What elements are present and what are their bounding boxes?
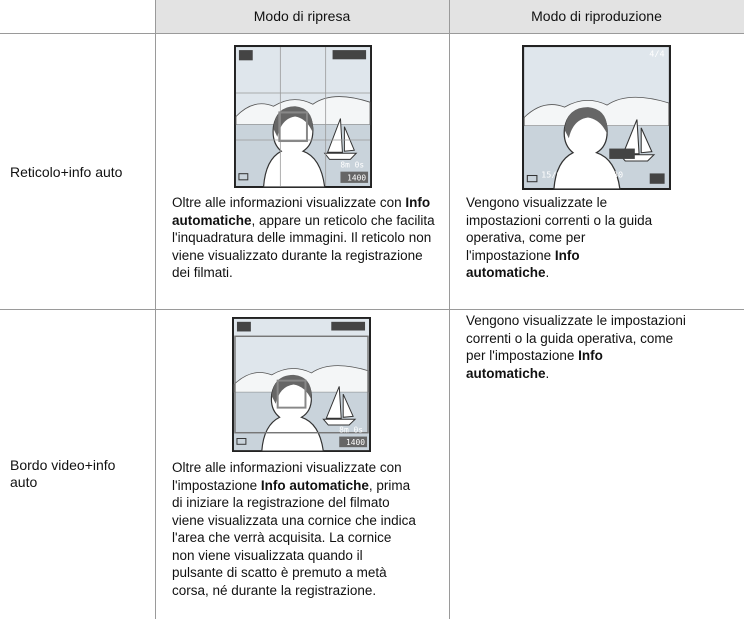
remaining-time: 8m 0s [340,160,364,169]
cell-text: Oltre alle informazioni visualizzate con… [172,459,417,599]
column-header: Modo di riproduzione [531,8,662,24]
size-icon [649,173,665,184]
mode-icon [238,50,253,61]
row-label: Bordo video+info auto [10,457,116,490]
column-border [449,0,450,619]
text: . [545,365,550,381]
battery-icon [236,438,247,445]
column-header: Modo di ripresa [253,8,351,24]
hair [271,374,312,404]
text: , appare un reticolo che facilita l'inqu… [172,212,435,281]
remaining-count: 1400 [346,438,365,447]
camera-screen: 4/4 15/05/2014 15:30 [522,45,671,190]
camera-screen: 8m 0s 1400 [234,45,372,188]
text: Oltre alle informazioni visualizzate con… [172,460,402,493]
text: Vengono visualizzate le impostazioni cor… [466,313,686,363]
battery-icon [526,174,538,183]
bold-text: Info automatiche [172,195,431,228]
ok-icon [609,148,635,159]
face-box [278,111,308,143]
bold-text: Info automatiche [466,247,580,281]
cell-text: Vengono visualizzate le impostazioni cor… [466,194,656,282]
cell-text: Oltre alle informazioni visualizzate con… [172,194,442,282]
hair [564,107,608,139]
text: Vengono visualizzate le impostazioni cor… [466,195,653,263]
column-border [155,0,156,619]
bold-text: Info automatiche [260,477,369,493]
row-border [0,309,744,310]
text: Oltre alle informazioni visualizzate con [172,195,406,210]
sailboat [323,118,358,160]
row-border [0,33,744,34]
cell-text: Vengono visualizzate le impostazioni cor… [466,312,686,382]
frame-number: 4/4 [649,49,664,59]
hair [273,106,314,137]
row-label: Reticolo+info auto [10,164,123,180]
camera-screen: 8m 0s 1400 [232,317,371,452]
remaining-time: 8m 0s [339,426,363,435]
battery-icon [238,173,249,181]
face-box [276,379,307,409]
mode-icon [236,321,251,332]
date-time: 15/05/2014 15:30 [541,170,623,180]
count-bg [339,436,368,448]
text: . [545,265,550,280]
count-bg [340,171,369,183]
size-icon [332,50,367,60]
text: , prima di iniziare la registrazione del… [172,477,416,598]
remaining-count: 1400 [347,173,366,182]
video-frame [234,335,369,434]
size-icon [331,321,366,331]
sailboat [322,386,357,426]
bold-text: Info automatiche [466,348,603,381]
